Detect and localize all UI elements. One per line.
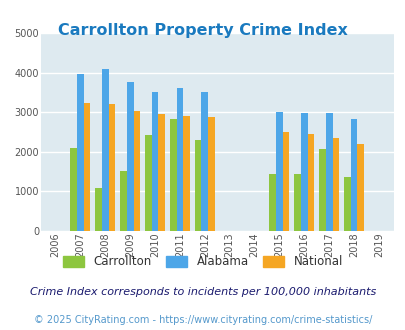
Bar [102, 69, 109, 231]
Bar [307, 134, 313, 231]
Bar [183, 116, 190, 231]
Bar [201, 92, 208, 231]
Bar [126, 82, 133, 231]
Bar [275, 112, 282, 231]
Bar [332, 138, 339, 231]
Bar [145, 135, 151, 231]
Bar [95, 188, 102, 231]
Bar [294, 174, 300, 231]
Bar [350, 119, 356, 231]
Bar [208, 117, 214, 231]
Bar [176, 88, 183, 231]
Bar [300, 113, 307, 231]
Bar [120, 171, 126, 231]
Bar [151, 92, 158, 231]
Bar [77, 74, 83, 231]
Bar [318, 149, 325, 231]
Bar [269, 174, 275, 231]
Bar [109, 104, 115, 231]
Bar [169, 119, 176, 231]
Bar [158, 114, 165, 231]
Legend: Carrollton, Alabama, National: Carrollton, Alabama, National [59, 252, 346, 272]
Bar [194, 140, 201, 231]
Bar [356, 144, 363, 231]
Bar [70, 148, 77, 231]
Bar [325, 113, 332, 231]
Text: Carrollton Property Crime Index: Carrollton Property Crime Index [58, 23, 347, 38]
Text: © 2025 CityRating.com - https://www.cityrating.com/crime-statistics/: © 2025 CityRating.com - https://www.city… [34, 315, 371, 325]
Bar [282, 132, 289, 231]
Bar [133, 111, 140, 231]
Bar [83, 103, 90, 231]
Bar [343, 177, 350, 231]
Text: Crime Index corresponds to incidents per 100,000 inhabitants: Crime Index corresponds to incidents per… [30, 287, 375, 297]
